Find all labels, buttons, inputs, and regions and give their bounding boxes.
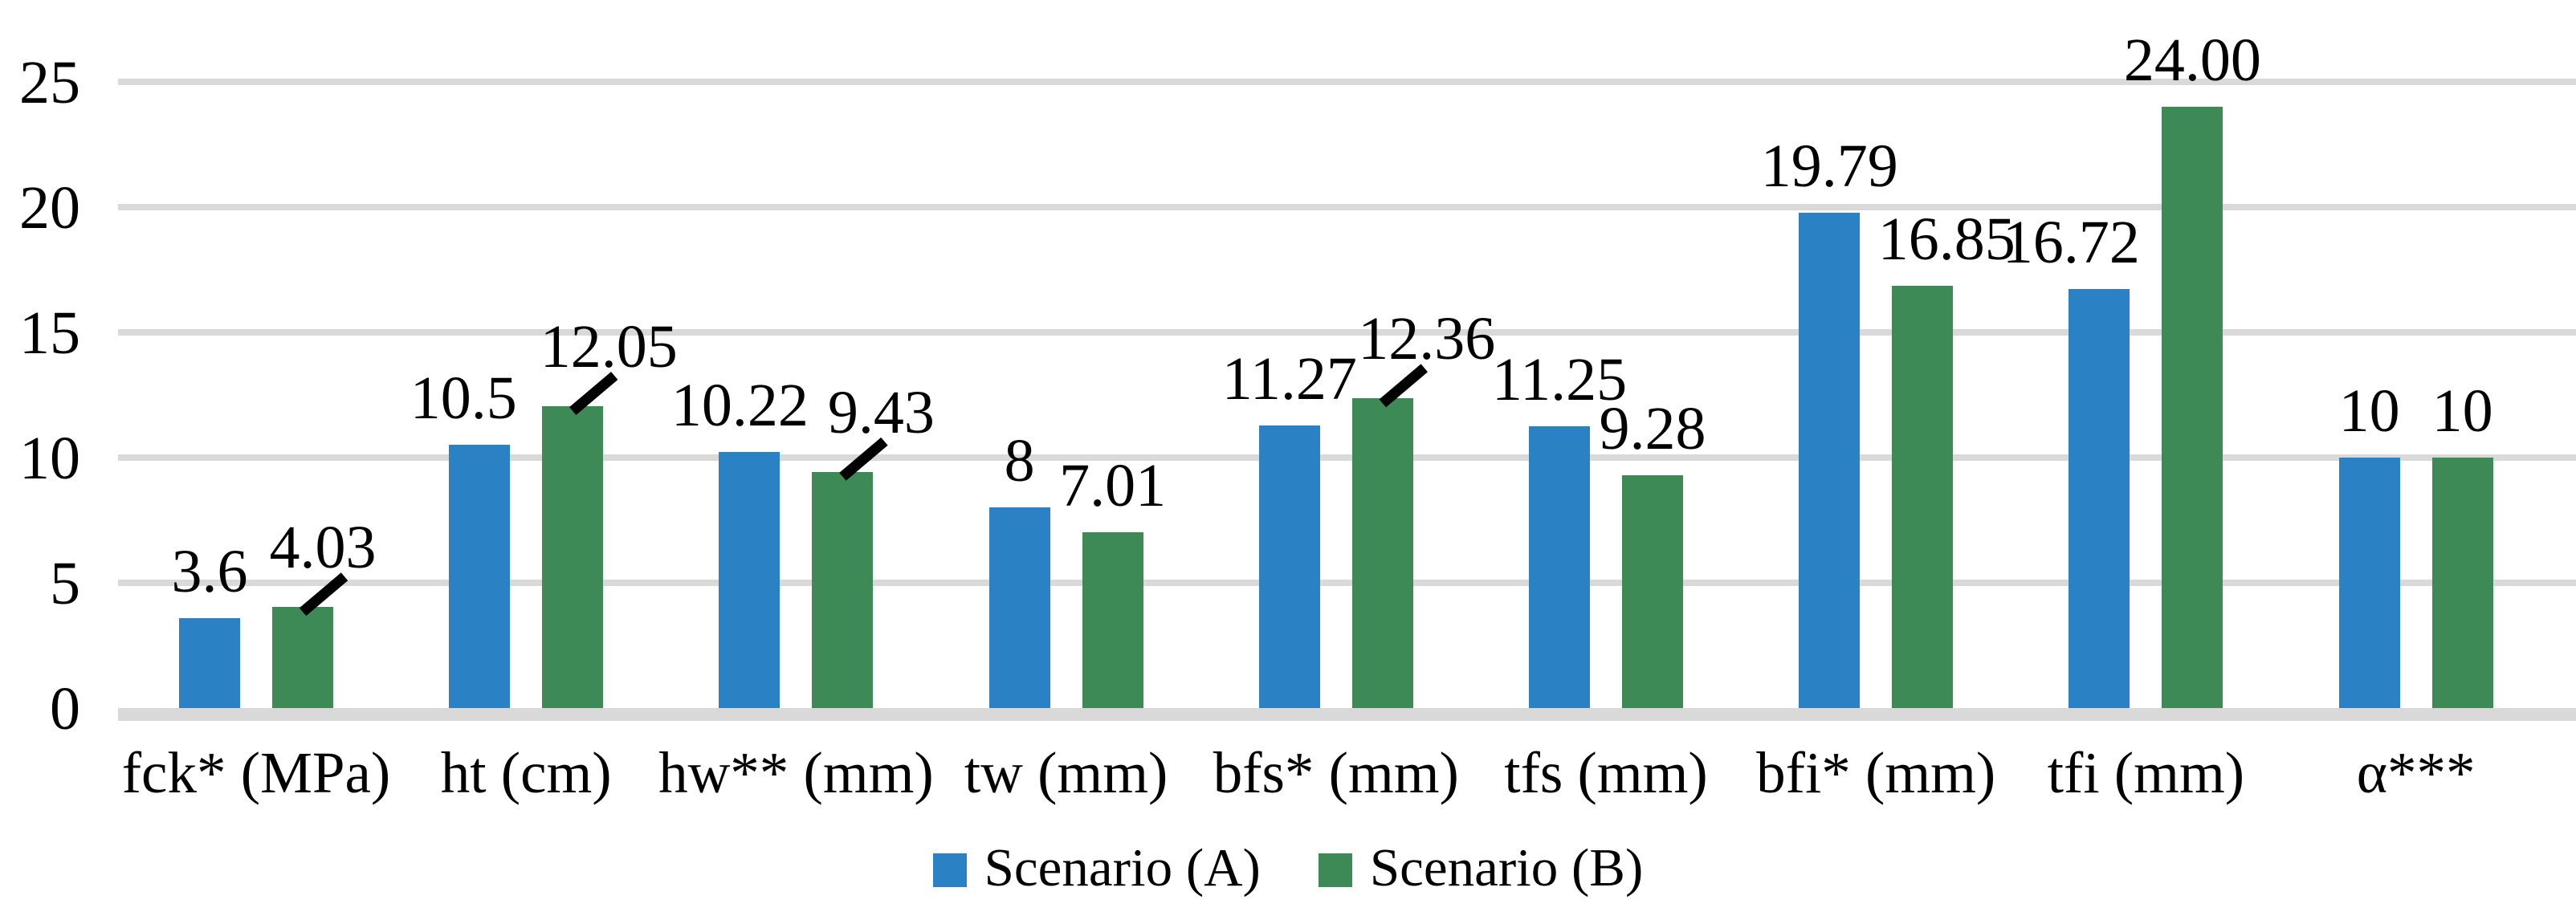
x-category-label: fck* (MPa) (121, 740, 391, 805)
bar-scenario-a (2069, 289, 2130, 708)
gridline (118, 580, 2576, 586)
legend-item-scenario-a: Scenario (A) (932, 838, 1261, 898)
bar-value-label: 12.36 (1358, 305, 1496, 373)
y-axis-tick-label: 10 (19, 425, 80, 492)
legend-label: Scenario (B) (1369, 838, 1644, 898)
legend-label: Scenario (A) (984, 838, 1261, 898)
y-axis-tick-label: 0 (50, 675, 80, 743)
x-category-label: ht (cm) (440, 740, 612, 805)
x-category-label: tfs (mm) (1504, 740, 1708, 805)
gridline (118, 79, 2576, 85)
legend-item-scenario-b: Scenario (B) (1318, 838, 1644, 898)
bar-value-label: 12.05 (540, 313, 678, 381)
bar-scenario-b (1351, 398, 1413, 708)
bar-scenario-b (542, 406, 604, 708)
bar-scenario-b (272, 607, 333, 708)
bar-scenario-b (812, 471, 874, 708)
bar-value-label: 11.25 (1491, 346, 1628, 413)
bar-scenario-a (2338, 458, 2400, 708)
x-category-label: bfs* (mm) (1213, 740, 1459, 805)
bar-value-label: 4.03 (269, 514, 377, 582)
y-axis-tick-label: 5 (50, 550, 80, 617)
x-category-label: bfi* (mm) (1756, 740, 1996, 805)
bar-scenario-b (2431, 458, 2493, 708)
bar-value-label: 10 (2431, 377, 2493, 445)
bar-value-label: 3.6 (171, 537, 248, 605)
y-axis-tick-label: 20 (19, 174, 80, 242)
x-category-label: hw** (mm) (658, 740, 934, 805)
bar-value-label: 10 (2338, 377, 2400, 445)
bar-scenario-a (988, 507, 1050, 708)
y-axis-tick-label: 15 (19, 299, 80, 367)
bar-value-label: 9.28 (1599, 395, 1706, 463)
bar-scenario-a (1258, 425, 1320, 708)
legend-swatch-icon (932, 853, 967, 887)
bar-value-label: 16.85 (1877, 206, 2016, 274)
gridline (118, 329, 2576, 336)
bar-value-label: 10.22 (670, 372, 809, 440)
x-category-label: tfi (mm) (2047, 740, 2245, 805)
bar-scenario-a (719, 452, 781, 708)
gridline (118, 454, 2576, 461)
bar-value-label: 7.01 (1059, 452, 1167, 520)
legend-swatch-icon (1318, 853, 1352, 887)
bar-scenario-b (1082, 532, 1143, 708)
bar-scenario-a (1799, 212, 1861, 708)
gridline (118, 204, 2576, 210)
x-category-label: α*** (2356, 740, 2476, 805)
bar-value-label: 19.79 (1760, 132, 1898, 200)
legend: Scenario (A) Scenario (B) (0, 841, 2576, 895)
bar-value-label: 24.00 (2123, 26, 2261, 95)
x-category-label: tw (mm) (964, 740, 1168, 805)
bar-scenario-a (179, 617, 240, 708)
bar-value-label: 16.72 (2002, 209, 2140, 277)
bar-scenario-a (449, 445, 511, 708)
gridline (118, 708, 2576, 721)
bar-scenario-b (1892, 286, 1954, 708)
bar-value-label: 8 (1004, 427, 1035, 495)
bar-scenario-a (1529, 426, 1590, 708)
bar-value-label: 9.43 (827, 378, 935, 446)
bar-scenario-b (1622, 475, 1683, 708)
bar-value-label: 10.5 (410, 364, 517, 433)
bar-value-label: 11.27 (1221, 345, 1357, 413)
y-axis-tick-label: 25 (19, 49, 80, 116)
bar-scenario-b (2162, 107, 2223, 708)
